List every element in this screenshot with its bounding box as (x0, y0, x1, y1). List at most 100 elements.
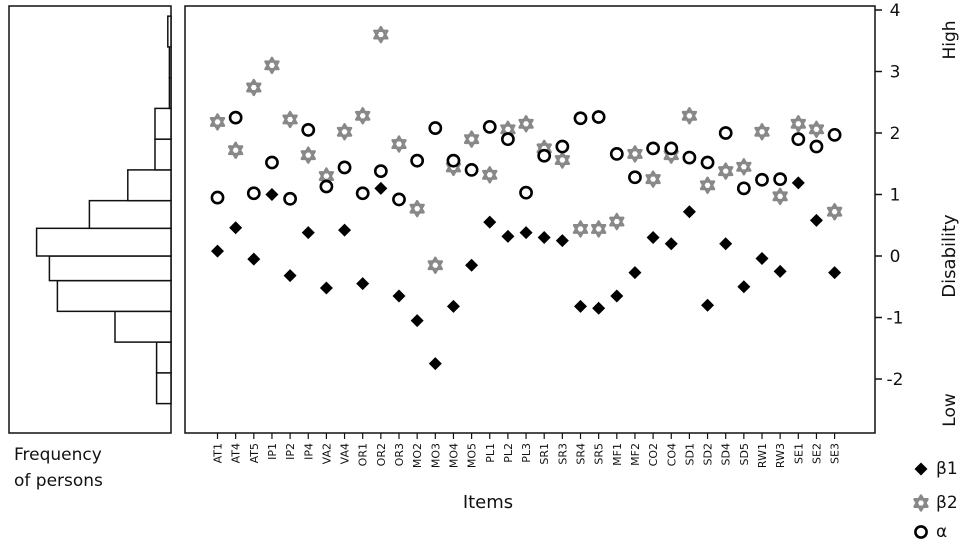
histogram-bar (168, 46, 172, 79)
star-point (391, 135, 407, 153)
diamond-point (483, 215, 497, 229)
diamond-point (791, 176, 805, 190)
star-point (482, 166, 498, 184)
circle-point (464, 162, 479, 177)
diamond-point (374, 181, 388, 195)
star-point (518, 115, 534, 133)
circle-point (628, 170, 642, 185)
circle-point (337, 160, 352, 175)
plot-frame (184, 5, 876, 434)
x-tick-label: SE2 (810, 443, 823, 464)
y-low-label: Low (940, 393, 960, 427)
x-tick-label: PL1 (484, 443, 497, 463)
histogram-bar (48, 255, 172, 282)
star-point (355, 107, 371, 125)
circle-point (392, 192, 406, 207)
x-tick-label: SD1 (683, 443, 696, 465)
x-tick-label: RW1 (756, 443, 769, 468)
star-point (790, 115, 806, 133)
histogram-bar (114, 310, 172, 343)
star-point (718, 162, 734, 180)
diamond-point (410, 314, 424, 328)
legend-marker-star (913, 494, 929, 512)
x-tick-label: SD5 (738, 443, 751, 465)
data-markers (209, 25, 843, 371)
star-point (282, 110, 298, 129)
diamond-point (247, 252, 261, 266)
histogram-bar (154, 138, 172, 171)
star-point (699, 176, 716, 194)
star-point (227, 141, 244, 159)
x-tick-label: SE3 (829, 443, 842, 464)
legend-marker-circle (914, 525, 928, 539)
diamond-point (828, 266, 842, 280)
circle-point (809, 139, 824, 154)
circle-point (791, 132, 806, 147)
legend-marker-diamond (914, 462, 928, 476)
x-tick-label: OR2 (375, 443, 388, 466)
circle-point (682, 150, 697, 165)
series-1 (211, 176, 842, 371)
circle-point (446, 153, 461, 168)
y-axis: -2 -1 0 1 2 3 4 (875, 1, 903, 390)
x-tick-label: OR3 (393, 443, 406, 466)
diamond-point (809, 213, 823, 227)
star-point (373, 25, 389, 44)
star-point (300, 146, 316, 164)
x-tick-label: SD4 (720, 443, 733, 465)
y-tick-label: 4 (890, 1, 901, 21)
y-axis-label: Disability (939, 214, 960, 298)
diamond-point (537, 231, 551, 245)
circle-point (228, 110, 243, 125)
circle-point (355, 186, 370, 201)
y-high-label: High (940, 20, 960, 59)
diamond-point (646, 231, 660, 245)
diamond-point (610, 289, 624, 303)
circle-point (301, 123, 316, 137)
x-axis-label: Items (463, 492, 513, 513)
star-point (572, 220, 589, 238)
x-tick-label: CO4 (665, 443, 678, 466)
star-point (808, 120, 825, 139)
circle-point (573, 111, 588, 126)
diamond-point (574, 299, 587, 313)
diamond-point (229, 221, 243, 235)
circle-point (773, 172, 788, 187)
diamond-point (356, 277, 370, 291)
diamond-point (719, 237, 733, 251)
x-tick-label: OR1 (357, 443, 370, 466)
x-tick-label: SR4 (575, 443, 588, 465)
diamond-point (773, 264, 787, 278)
legend-label: β2 (936, 493, 958, 513)
star-point (246, 78, 262, 97)
diamond-point (737, 280, 751, 294)
circle-point (428, 121, 443, 135)
circle-point (718, 126, 733, 140)
circle-point (319, 179, 334, 194)
circle-point (283, 191, 297, 206)
circle-point (500, 132, 515, 147)
diamond-point (701, 298, 715, 312)
diamond-point (211, 244, 224, 258)
x-tick-label: RW3 (774, 443, 787, 468)
x-tick-label: PL3 (520, 443, 533, 463)
series-3 (210, 110, 842, 207)
star-point (826, 203, 843, 221)
diamond-point (338, 223, 352, 237)
x-tick-label: VA2 (320, 443, 333, 464)
x-tick-label: IP2 (284, 443, 297, 460)
star-point (645, 170, 661, 188)
diamond-point (265, 188, 279, 201)
circle-point (591, 110, 606, 124)
legend-label: β1 (936, 459, 958, 479)
legend-label: α (936, 522, 947, 542)
x-tick-label: IP1 (266, 443, 279, 460)
diamond-point (465, 258, 479, 272)
histogram-bar (154, 107, 172, 140)
histogram-bar (155, 372, 172, 405)
x-tick-label: MF1 (611, 443, 624, 466)
diamond-point (519, 226, 533, 240)
x-tick-label: AT4 (230, 443, 243, 463)
x-tick-label: CO2 (647, 443, 660, 466)
histogram-bars (35, 15, 172, 405)
